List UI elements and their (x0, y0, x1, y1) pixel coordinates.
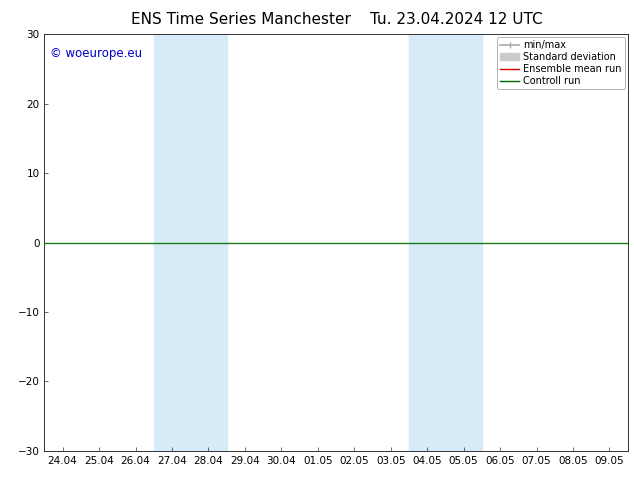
Text: Tu. 23.04.2024 12 UTC: Tu. 23.04.2024 12 UTC (370, 12, 543, 27)
Text: ENS Time Series Manchester: ENS Time Series Manchester (131, 12, 351, 27)
Bar (153, 34, 227, 451)
Legend: min/max, Standard deviation, Ensemble mean run, Controll run: min/max, Standard deviation, Ensemble me… (497, 37, 624, 89)
Text: © woeurope.eu: © woeurope.eu (50, 47, 143, 60)
Bar (409, 34, 482, 451)
